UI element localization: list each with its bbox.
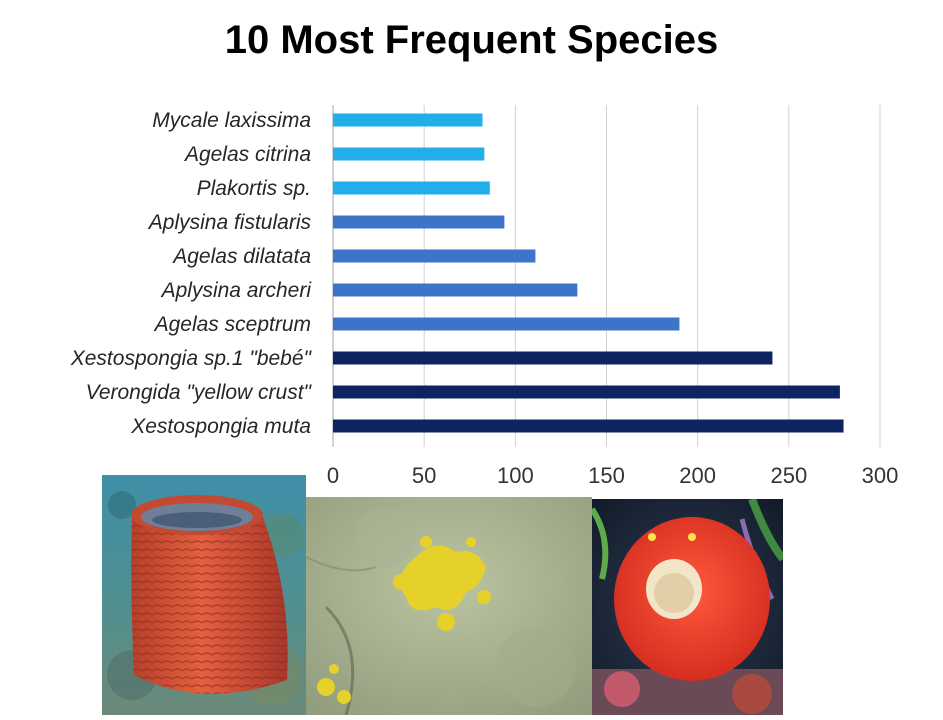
photo-strip	[102, 475, 783, 715]
x-tick-label: 50	[412, 463, 436, 488]
bars	[333, 113, 844, 433]
category-label: Aplysina archeri	[160, 279, 313, 302]
bar-chart: Mycale laxissima Agelas citrina Plakortis …	[70, 105, 898, 488]
bar	[333, 249, 536, 263]
category-label: Agelas sceptrum	[153, 313, 311, 336]
bar	[333, 351, 773, 365]
bar	[333, 215, 505, 229]
bar	[333, 317, 680, 331]
bar	[333, 147, 485, 161]
category-label: Verongida "yellow crust"	[86, 381, 313, 404]
x-tick-label: 300	[862, 463, 899, 488]
grid-lines	[332, 105, 881, 447]
category-label: Agelas dilatata	[171, 245, 311, 268]
x-tick-label: 100	[497, 463, 534, 488]
category-labels: Mycale laxissima Agelas citrina Plakortis …	[70, 109, 313, 438]
bar	[333, 181, 490, 195]
x-tick-label: 150	[588, 463, 625, 488]
category-label: Agelas citrina	[183, 143, 311, 166]
category-label: Aplysina fistularis	[147, 211, 312, 234]
chart-title: 10 Most Frequent Species	[224, 18, 719, 62]
x-tick-label: 200	[679, 463, 716, 488]
bar	[333, 283, 578, 297]
barrel-sponge-photo	[102, 475, 306, 715]
red-sponge-photo	[592, 499, 783, 715]
category-label: Xestospongia sp.1 "bebé"	[70, 347, 313, 370]
bar	[333, 113, 483, 127]
category-label: Plakortis sp.	[197, 177, 311, 200]
category-label: Xestospongia muta	[130, 415, 311, 438]
bar	[333, 385, 840, 399]
category-label: Mycale laxissima	[152, 109, 311, 132]
x-tick-label: 250	[770, 463, 807, 488]
x-tick-labels: 0 50 100 150 200 250 300	[327, 463, 898, 488]
x-tick-label: 0	[327, 463, 339, 488]
yellow-crust-sponge-photo	[306, 497, 592, 715]
bar	[333, 419, 844, 433]
